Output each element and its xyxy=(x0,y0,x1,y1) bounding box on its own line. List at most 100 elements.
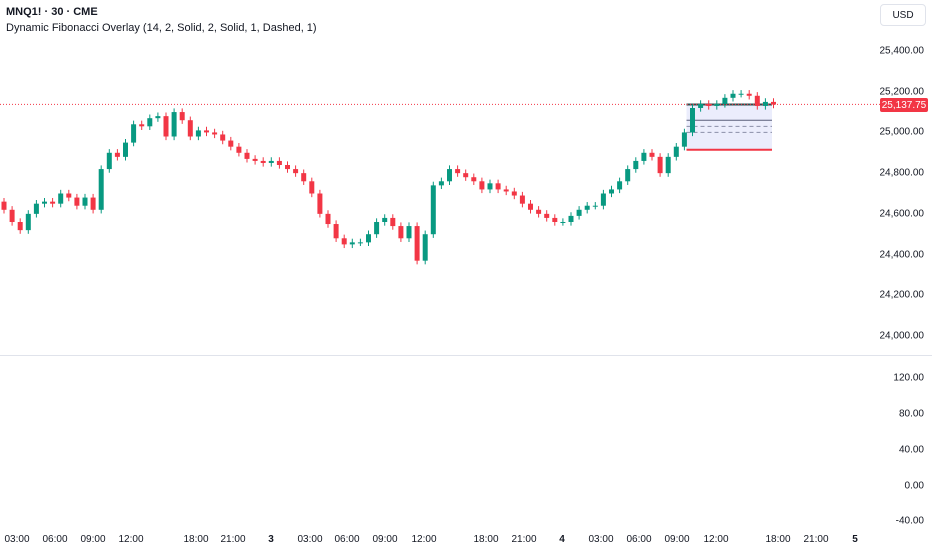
candle-body xyxy=(762,101,768,106)
time-tick-label: 09:00 xyxy=(372,534,398,545)
candle-body xyxy=(33,203,39,214)
candle-body xyxy=(584,205,590,210)
candle-body xyxy=(260,160,266,163)
time-tick-label: 12:00 xyxy=(411,534,437,545)
oscillator-tick-label: 80.00 xyxy=(898,408,924,420)
indicator-legend[interactable]: Dynamic Fibonacci Overlay (14, 2, Solid,… xyxy=(6,22,317,34)
candle-body xyxy=(633,160,639,170)
candle-body xyxy=(592,205,598,207)
candle-body xyxy=(349,242,355,245)
candle-body xyxy=(690,108,695,133)
candle-body xyxy=(649,152,655,157)
candle-body xyxy=(66,193,72,198)
candle-body xyxy=(195,130,201,137)
candle-body xyxy=(641,152,647,161)
candle-body xyxy=(471,177,477,182)
candle-body xyxy=(698,103,704,108)
candle-body xyxy=(276,160,282,165)
candle-body xyxy=(82,197,88,206)
time-tick-label: 12:00 xyxy=(118,534,144,545)
candle-body xyxy=(163,116,169,137)
candle-body xyxy=(406,226,412,239)
candle-body xyxy=(131,124,137,143)
price-tick-label: 24,600.00 xyxy=(879,208,925,220)
time-tick-label: 5 xyxy=(852,534,858,545)
candle-body xyxy=(552,217,558,222)
candle-body xyxy=(325,213,331,225)
candle-body xyxy=(187,120,193,137)
candle-body xyxy=(463,173,469,178)
candle-body xyxy=(25,213,31,231)
candle-body xyxy=(617,181,623,190)
candle-body xyxy=(536,209,542,214)
candle-body xyxy=(625,169,631,182)
candle-body xyxy=(568,215,574,222)
candle-body xyxy=(382,217,388,222)
time-tick-label: 3 xyxy=(268,534,274,545)
candle-body xyxy=(147,118,153,127)
candle-body xyxy=(301,173,307,182)
candle-body xyxy=(293,169,299,174)
candle-body xyxy=(374,222,380,235)
candle-body xyxy=(114,152,120,157)
candle-body xyxy=(609,189,614,194)
currency-button[interactable]: USD xyxy=(880,4,926,26)
price-tick-label: 24,800.00 xyxy=(879,167,925,179)
candle-body xyxy=(511,191,517,196)
candle-body xyxy=(17,222,23,231)
time-tick-label: 09:00 xyxy=(664,534,690,545)
price-tick-label: 25,400.00 xyxy=(879,45,925,57)
candle-body xyxy=(746,93,752,96)
price-tick-label: 25,000.00 xyxy=(879,126,925,138)
pane-divider[interactable] xyxy=(0,355,932,356)
time-tick-label: 06:00 xyxy=(626,534,652,545)
candle-body xyxy=(455,169,461,174)
candle-body xyxy=(738,93,744,95)
candle-body xyxy=(422,234,428,261)
candle-body xyxy=(220,134,226,141)
candle-body xyxy=(706,103,712,106)
candle-body xyxy=(1,201,7,210)
time-tick-label: 06:00 xyxy=(42,534,68,545)
candle-body xyxy=(438,181,444,186)
candle-body xyxy=(430,185,436,235)
candle-body xyxy=(171,112,177,137)
time-tick-label: 06:00 xyxy=(334,534,360,545)
candle-body xyxy=(244,152,250,159)
time-tick-label: 09:00 xyxy=(80,534,106,545)
oscillator-tick-label: 120.00 xyxy=(893,372,924,384)
candle-body xyxy=(123,142,128,157)
candle-body xyxy=(341,238,347,245)
candle-body xyxy=(179,112,185,121)
candle-body xyxy=(722,97,728,104)
candle-body xyxy=(285,165,290,170)
candle-body xyxy=(519,195,525,204)
candle-body xyxy=(754,95,760,106)
candle-body xyxy=(503,189,509,192)
candle-body xyxy=(252,158,258,161)
time-tick-label: 12:00 xyxy=(703,534,729,545)
time-tick-label: 18:00 xyxy=(183,534,209,545)
candle-body xyxy=(528,203,533,210)
price-tick-label: 24,400.00 xyxy=(879,249,925,261)
candle-body xyxy=(730,93,736,98)
candle-body xyxy=(317,193,323,214)
candle-body xyxy=(495,183,501,190)
candle-body xyxy=(228,140,234,147)
candle-body xyxy=(487,183,493,190)
symbol-title[interactable]: MNQ1! · 30 · CME xyxy=(6,6,98,18)
candle-body xyxy=(771,101,776,105)
candle-body xyxy=(357,242,363,244)
time-tick-label: 18:00 xyxy=(765,534,791,545)
candle-body xyxy=(398,226,404,239)
candle-body xyxy=(204,130,209,133)
candle-body xyxy=(479,181,485,190)
candle-body xyxy=(414,226,420,261)
candle-body xyxy=(139,124,145,127)
time-tick-label: 21:00 xyxy=(803,534,829,545)
price-tick-label: 25,200.00 xyxy=(879,86,925,98)
candle-body xyxy=(657,156,663,174)
price-tick-label: 24,200.00 xyxy=(879,289,925,301)
candle-body xyxy=(560,222,566,223)
